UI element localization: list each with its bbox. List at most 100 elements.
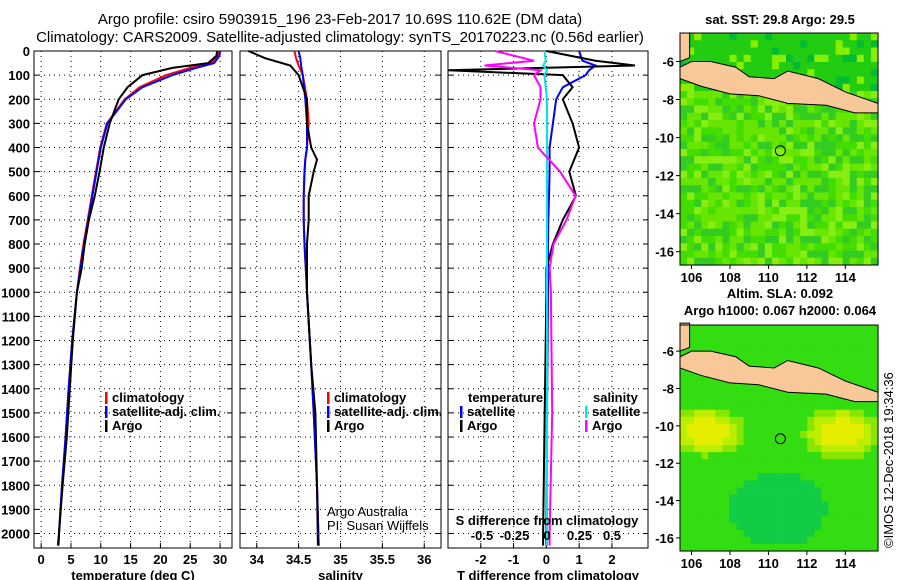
map-cell bbox=[800, 452, 808, 460]
map-cell bbox=[856, 367, 865, 376]
map-cell bbox=[757, 257, 766, 266]
map-cell bbox=[793, 452, 801, 460]
map-cell bbox=[694, 33, 702, 41]
map-cell bbox=[771, 54, 780, 63]
map-cell bbox=[715, 480, 724, 489]
map-cell bbox=[821, 228, 830, 237]
map-cell bbox=[842, 501, 851, 510]
map-cell bbox=[779, 402, 787, 411]
map-cell bbox=[793, 494, 801, 503]
x-axis-label: salinity bbox=[318, 568, 364, 580]
map-cell bbox=[701, 409, 709, 418]
map-cell bbox=[800, 522, 808, 531]
map-cell bbox=[715, 120, 724, 128]
map-cell bbox=[729, 62, 738, 70]
map-cell bbox=[870, 134, 879, 143]
map-cell bbox=[736, 332, 745, 340]
map-cell bbox=[757, 156, 766, 165]
map-cell bbox=[715, 445, 724, 453]
map-cell bbox=[828, 257, 837, 266]
map-cell bbox=[842, 69, 851, 78]
map-cell bbox=[828, 178, 837, 186]
map-cell bbox=[870, 459, 879, 467]
map-cell bbox=[800, 54, 808, 63]
map-cell bbox=[828, 185, 837, 194]
map-cell bbox=[764, 522, 773, 531]
map-cell bbox=[793, 466, 801, 474]
map-cell bbox=[743, 459, 752, 467]
map-cell bbox=[828, 480, 837, 489]
map-cell bbox=[849, 494, 858, 503]
map-subtitle: Argo h1000: 0.067 h2000: 0.064 bbox=[684, 303, 877, 318]
map-cell bbox=[771, 395, 780, 404]
map-cell bbox=[863, 438, 872, 446]
map-cell bbox=[743, 438, 752, 446]
map-cell bbox=[736, 127, 745, 136]
map-cell bbox=[856, 466, 865, 474]
map-cell bbox=[708, 487, 716, 496]
map-cell bbox=[694, 214, 702, 223]
map-cell bbox=[800, 332, 808, 340]
map-cell bbox=[750, 395, 759, 404]
map-cell bbox=[863, 257, 872, 266]
map-cell bbox=[870, 466, 879, 474]
map-cell bbox=[835, 178, 844, 186]
map-cell bbox=[687, 473, 695, 481]
map-cell bbox=[715, 149, 724, 157]
map-cell bbox=[779, 178, 787, 186]
x2-tick-label: 0.25 bbox=[567, 528, 592, 543]
map-cell bbox=[807, 501, 815, 510]
map-cell bbox=[750, 243, 759, 252]
map-cell bbox=[856, 178, 865, 186]
map-cell bbox=[715, 487, 724, 496]
map-cell bbox=[722, 452, 731, 460]
legend-label: climatology bbox=[334, 390, 407, 405]
map-cell bbox=[814, 445, 823, 453]
map-cell bbox=[821, 360, 830, 368]
map-cell bbox=[771, 69, 780, 78]
map-cell bbox=[750, 207, 759, 215]
map-cell bbox=[835, 112, 844, 121]
map-cell bbox=[708, 120, 716, 128]
map-cell bbox=[680, 374, 688, 383]
map-cell bbox=[694, 445, 702, 453]
map-cell bbox=[821, 416, 830, 425]
map-cell bbox=[736, 423, 745, 432]
map-cell bbox=[729, 156, 738, 165]
map-cell bbox=[786, 199, 794, 208]
map-cell bbox=[680, 228, 688, 237]
y-tick-label: 100 bbox=[8, 68, 30, 83]
map-cell bbox=[722, 141, 731, 150]
map-cell bbox=[856, 381, 865, 390]
map-cell bbox=[743, 54, 752, 63]
y-tick-label: -6 bbox=[662, 55, 674, 70]
map-cell bbox=[722, 40, 731, 49]
map-cell bbox=[800, 430, 808, 439]
map-cell bbox=[743, 466, 752, 474]
legend-label: satellite bbox=[592, 404, 640, 419]
map-cell bbox=[708, 134, 716, 143]
map-cell bbox=[743, 381, 752, 390]
map-cell bbox=[750, 438, 759, 446]
map-cell bbox=[736, 40, 745, 49]
map-cell bbox=[835, 360, 844, 368]
map-cell bbox=[750, 332, 759, 340]
x2-axis-label: S difference from climatology bbox=[456, 513, 640, 528]
map-cell bbox=[687, 33, 695, 41]
map-title: Altim. SLA: 0.092 bbox=[727, 286, 833, 301]
y-tick-label: 400 bbox=[8, 141, 30, 156]
map-cell bbox=[807, 228, 815, 237]
map-cell bbox=[856, 163, 865, 172]
map-cell bbox=[870, 76, 879, 85]
map-cell bbox=[863, 381, 872, 390]
map-cell bbox=[764, 98, 773, 107]
y-tick-label: -6 bbox=[662, 344, 674, 359]
map-cell bbox=[807, 522, 815, 531]
map-cell bbox=[842, 243, 851, 252]
map-cell bbox=[771, 214, 780, 223]
map-cell bbox=[870, 480, 879, 489]
map-cell bbox=[722, 508, 731, 517]
map-cell bbox=[842, 76, 851, 85]
map-cell bbox=[870, 257, 879, 266]
